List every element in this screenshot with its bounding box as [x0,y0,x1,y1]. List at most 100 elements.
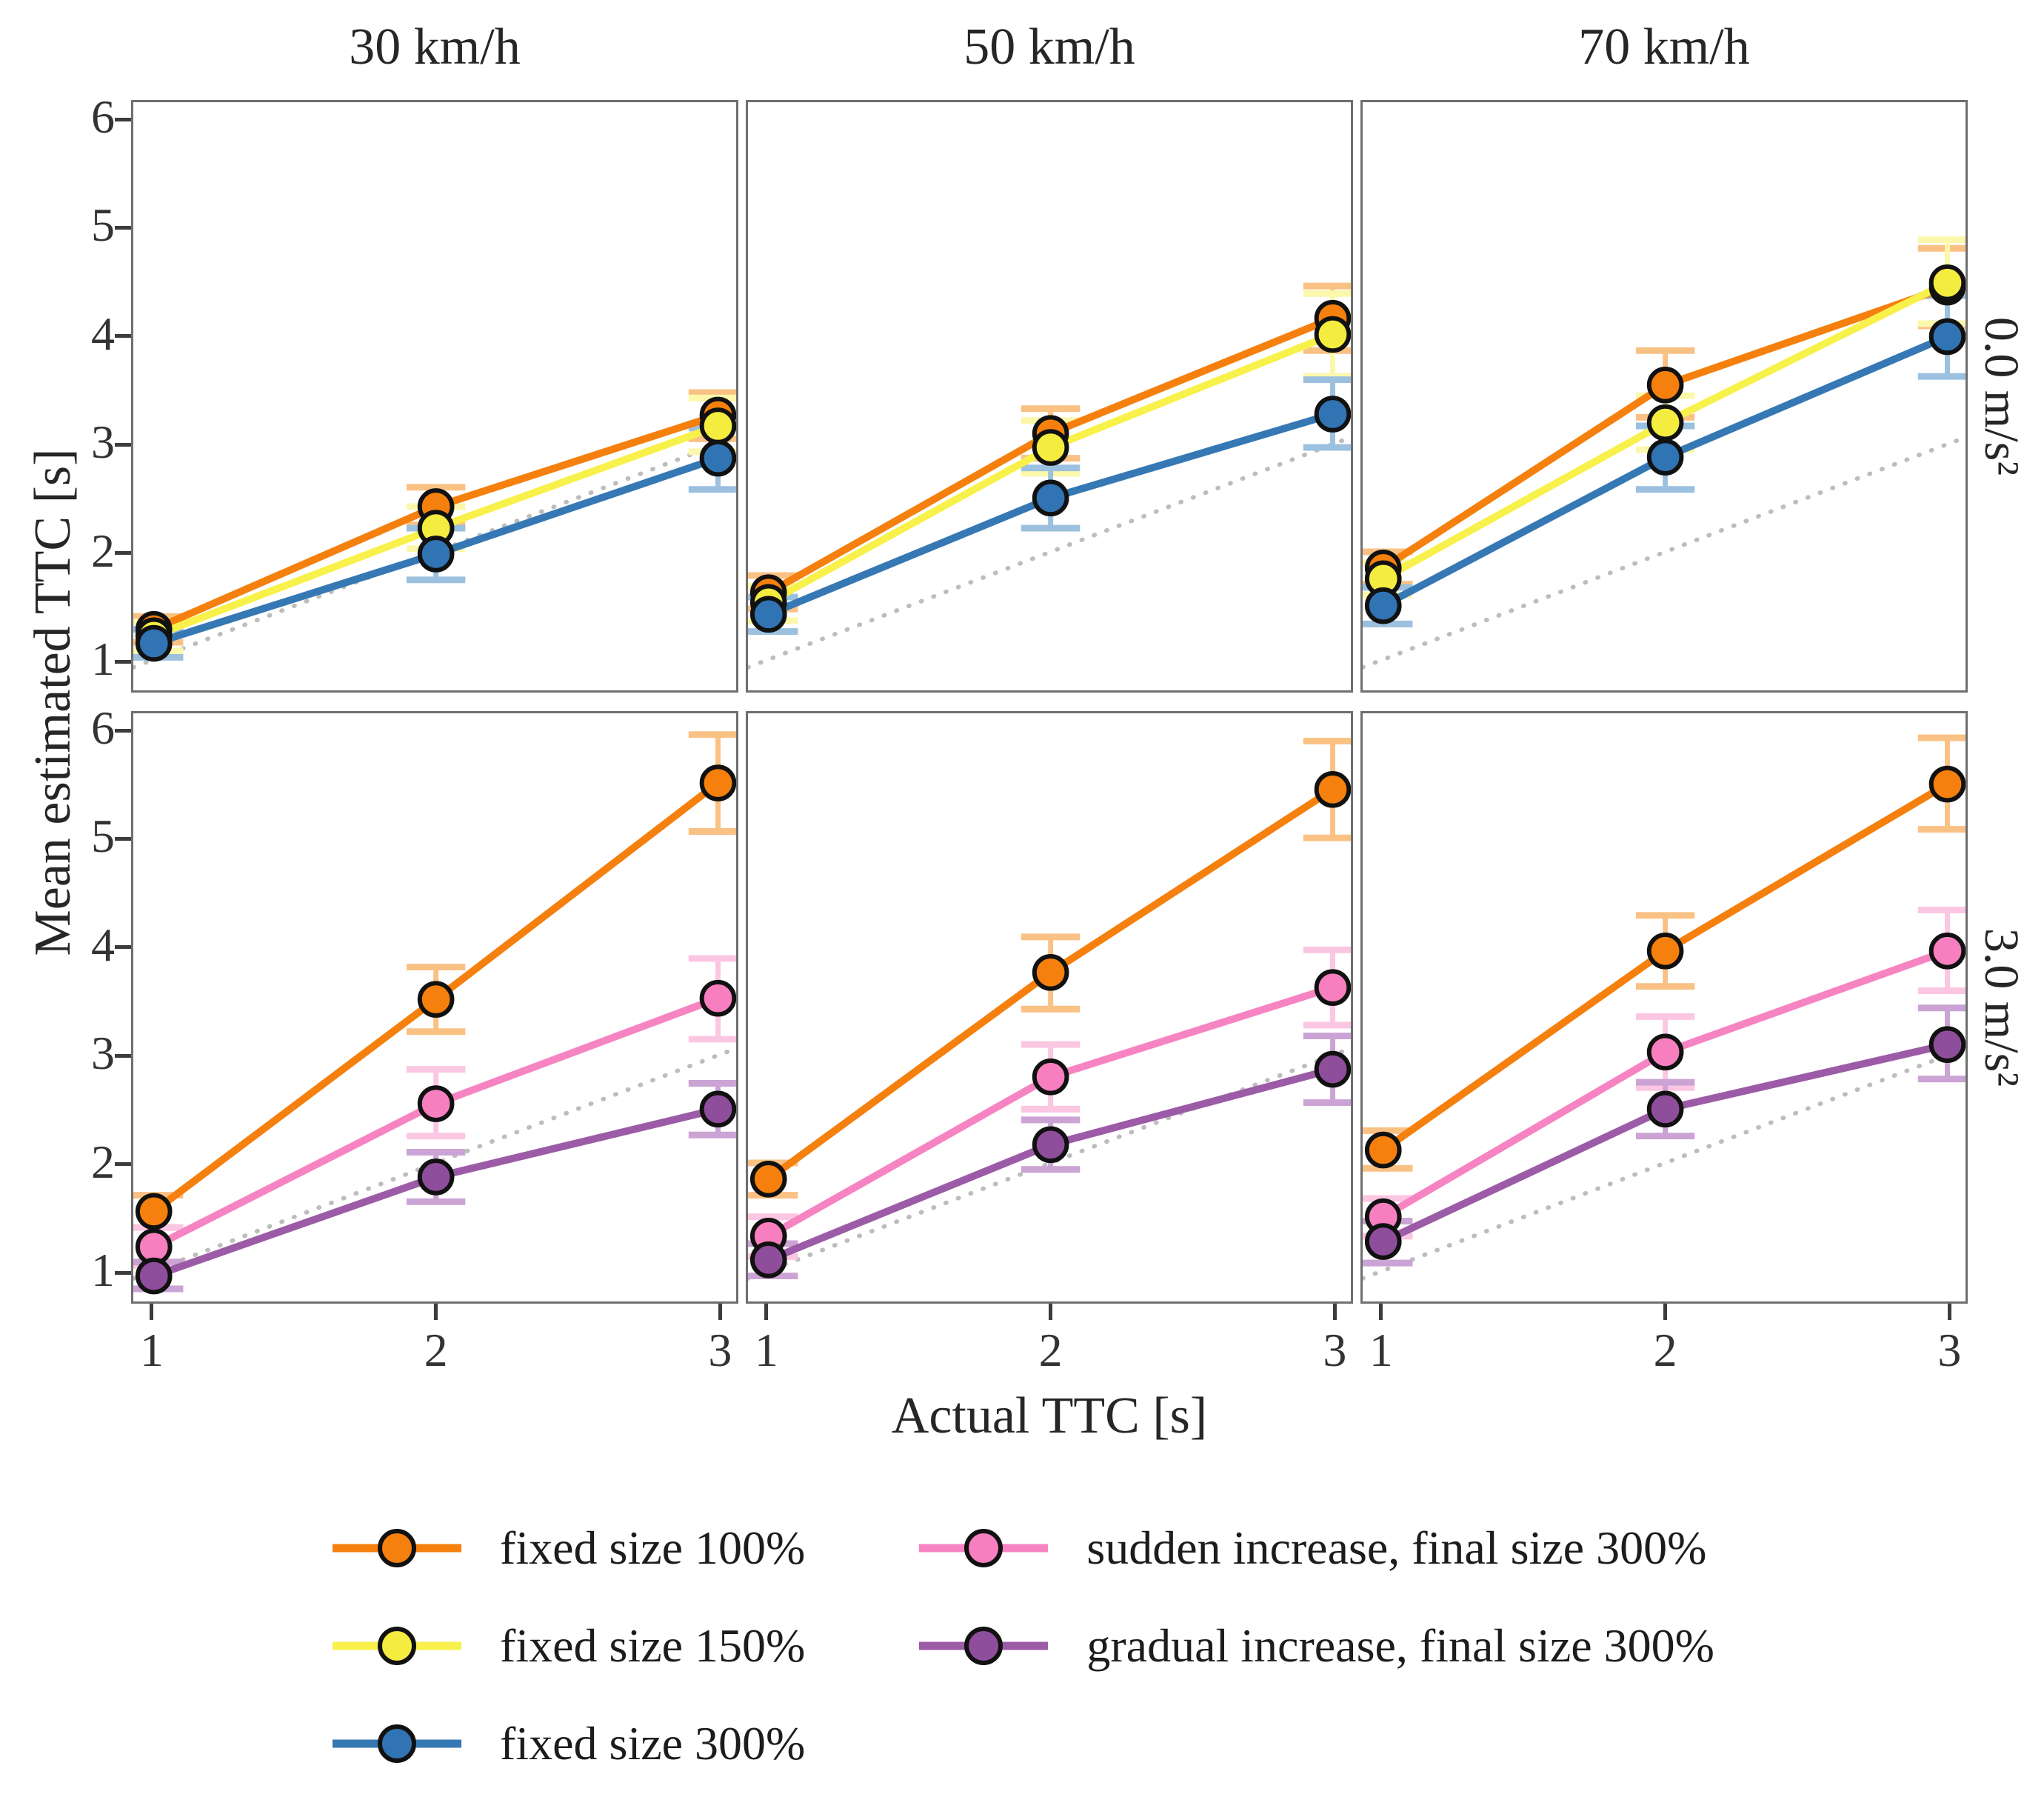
legend-marker-icon [333,1627,462,1665]
legend-swatch-fixed_100-icon [330,1524,464,1573]
y-tick-label: 5 [91,810,115,863]
legend-swatch-fixed_150-icon [330,1621,464,1670]
legend-item-fixed_150: fixed size 150% [330,1618,805,1674]
data-point-fixed_150 [1032,429,1069,466]
data-point-fixed_300 [1314,396,1351,433]
x-tick-mark [1379,1304,1383,1320]
facet-panel-r1-c2 [1360,711,1968,1304]
data-point-fixed_100 [1314,771,1351,808]
data-point-gradual_300 [417,1158,455,1196]
data-point-gradual_300 [135,1257,173,1295]
y-tick-label: 2 [91,1135,115,1188]
legend-marker-icon [333,1529,462,1567]
data-point-fixed_100 [417,981,455,1018]
x-tick-label: 2 [1038,1324,1063,1376]
facet-panel-r1-c0 [131,711,738,1304]
legend-item-gradual_300: gradual increase, final size 300% [916,1618,1714,1674]
facet-panel-r0-c2 [1360,100,1968,693]
data-point-gradual_300 [699,1090,736,1128]
data-point-sudden_300 [1928,932,1965,970]
y-tick-label: 2 [91,524,115,577]
panel-plot [748,737,1351,1281]
y-tick-mark [115,225,131,230]
y-tick-mark [115,551,131,556]
data-point-fixed_150 [1928,264,1965,301]
y-tick-label: 1 [91,633,115,686]
y-tick-mark [115,442,131,447]
data-point-fixed_100 [1364,1131,1402,1169]
data-point-fixed_100 [135,1193,173,1230]
y-tick-label: 3 [91,1027,115,1080]
data-point-gradual_300 [749,1241,787,1278]
panel-plot [1363,236,1965,670]
facet-panel-r1-c1 [746,711,1353,1304]
data-point-fixed_150 [699,407,736,444]
x-axis-title: Actual TTC [s] [891,1387,1208,1444]
data-point-fixed_100 [1928,765,1965,803]
legend-label: fixed size 150% [500,1619,806,1672]
x-tick-label: 1 [1369,1324,1393,1376]
y-tick-mark [115,728,131,733]
panel-plot [748,282,1351,670]
identity-line [133,435,736,670]
y-tick-label: 4 [91,307,115,360]
data-point-gradual_300 [1646,1090,1684,1128]
data-point-sudden_300 [417,1085,455,1122]
identity-line [1363,1046,1965,1281]
data-point-fixed_300 [135,624,173,662]
x-tick-mark [1663,1304,1668,1320]
y-tick-label: 6 [91,90,115,144]
x-tick-label: 3 [1937,1324,1962,1376]
legend-item-sudden_300: sudden increase, final size 300% [916,1520,1714,1576]
legend-item-fixed_300: fixed size 300% [330,1716,805,1772]
panel-plot [133,731,736,1295]
legend: fixed size 100% fixed size 150% fixed size… [0,1520,2044,1772]
facet-column-title: 70 km/h [1578,19,1750,76]
panel-plot [133,389,736,670]
facet-row-label: 0.0 m/s² [1974,316,2028,476]
data-point-fixed_300 [699,439,736,477]
x-tick-label: 2 [424,1324,448,1376]
identity-line [1363,435,1965,670]
x-tick-mark [764,1304,769,1320]
data-point-gradual_300 [1928,1026,1965,1063]
x-tick-mark [718,1304,722,1320]
y-tick-label: 3 [91,416,115,469]
y-tick-mark [115,836,131,841]
legend-label: gradual increase, final size 300% [1086,1619,1714,1672]
facet-column-title: 30 km/h [349,19,521,76]
x-tick-mark [434,1304,438,1320]
data-point-fixed_150 [1646,404,1684,441]
legend-swatch-fixed_300-icon [330,1719,464,1768]
y-tick-mark [115,1270,131,1275]
data-point-fixed_100 [699,764,736,801]
data-point-fixed_300 [1032,479,1069,517]
x-tick-mark [1049,1304,1053,1320]
data-point-gradual_300 [1314,1050,1351,1088]
x-tick-label: 2 [1653,1324,1677,1376]
data-point-fixed_300 [1364,587,1402,624]
legend-marker-icon [333,1724,462,1763]
x-tick-label: 1 [139,1324,164,1376]
facet-column-title: 50 km/h [963,19,1135,76]
legend-marker-icon [919,1529,1049,1567]
legend-swatch-gradual_300-icon [916,1621,1051,1670]
data-point-sudden_300 [1314,969,1351,1006]
facet-panel-r0-c0 [131,100,738,693]
legend-column: sudden increase, final size 300% gradual … [916,1520,1714,1674]
legend-label: fixed size 300% [500,1717,806,1770]
data-point-sudden_300 [1032,1058,1069,1096]
y-tick-mark [115,1162,131,1167]
x-tick-label: 3 [1323,1324,1347,1376]
data-point-fixed_300 [749,596,787,633]
legend-marker-icon [919,1627,1049,1665]
data-point-fixed_300 [1646,439,1684,476]
legend-column: fixed size 100% fixed size 150% fixed size… [330,1520,805,1772]
data-point-fixed_100 [749,1160,787,1198]
data-point-fixed_300 [417,536,455,573]
panel-plot [1363,734,1965,1281]
data-point-fixed_100 [1646,366,1684,404]
data-point-gradual_300 [1364,1223,1402,1260]
y-tick-label: 4 [91,918,115,971]
identity-line [133,1046,736,1281]
